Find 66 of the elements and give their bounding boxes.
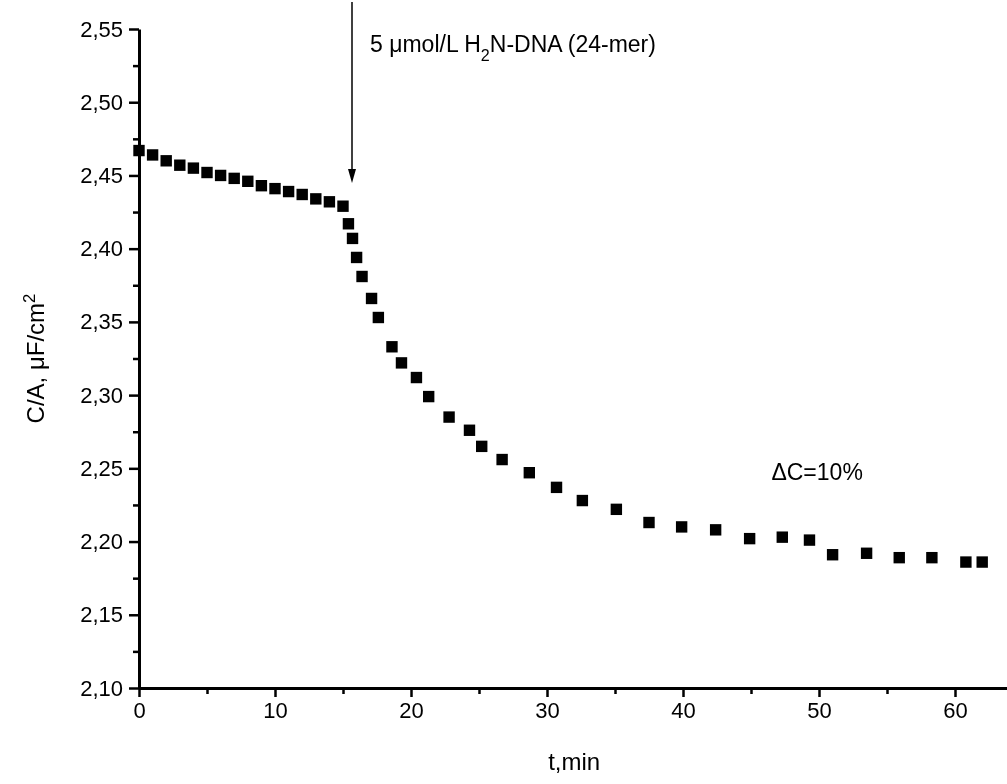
annotation: 5 μmol/L H$_{2}$N-DNA (24-mer) [370, 31, 656, 64]
y-tick-label: 2,55 [80, 16, 123, 42]
point [296, 188, 308, 201]
y-tick-label: 2,45 [80, 162, 123, 188]
point [576, 494, 589, 507]
point [310, 193, 322, 205]
y-tick-label: 2,35 [80, 309, 123, 335]
point [214, 169, 227, 182]
point [350, 251, 363, 264]
y-tick-label: 2,10 [80, 675, 123, 701]
point [826, 549, 839, 561]
point [174, 159, 186, 171]
point [476, 440, 488, 453]
y-tick-label: 2,25 [80, 455, 123, 481]
point [282, 185, 295, 198]
point [523, 467, 536, 479]
point [365, 292, 378, 305]
y-tick-label: 2,30 [80, 382, 123, 408]
x-tick-label: 60 [943, 697, 968, 723]
y-tick-label: 2,20 [80, 529, 123, 555]
point [323, 196, 336, 208]
point [960, 556, 972, 568]
annotation: ΔC=10% [771, 459, 863, 485]
y-tick-label: 2,40 [80, 236, 123, 262]
point [242, 175, 254, 187]
point [160, 155, 172, 167]
point [610, 503, 623, 516]
point [803, 534, 816, 546]
x-tick-label: 30 [535, 697, 560, 723]
point [146, 149, 159, 161]
y-tick-label: 2,15 [80, 602, 123, 628]
x-tick-label: 10 [263, 697, 288, 723]
point [372, 311, 385, 324]
point [133, 144, 145, 157]
point [422, 390, 435, 403]
y-tick-label: 2,50 [80, 89, 123, 115]
point [443, 411, 455, 423]
point [893, 551, 905, 564]
x-tick-label: 40 [671, 697, 696, 723]
point [269, 182, 281, 195]
point [743, 532, 756, 545]
point [550, 481, 563, 494]
point [643, 516, 655, 529]
point [386, 341, 398, 353]
point [342, 218, 355, 230]
point [356, 270, 368, 283]
point [228, 172, 240, 185]
point [776, 531, 788, 543]
point [463, 424, 476, 436]
point [337, 200, 349, 212]
point [255, 179, 268, 192]
point [860, 547, 873, 559]
point [395, 357, 408, 369]
x-tick-label: 50 [807, 697, 832, 723]
x-tick-label: 20 [399, 697, 424, 723]
point [496, 453, 508, 466]
point [976, 556, 988, 568]
point [709, 524, 722, 536]
point [410, 371, 423, 384]
point [346, 232, 359, 245]
point [926, 551, 938, 564]
x-tick-label: 0 [133, 697, 146, 723]
point [675, 521, 688, 533]
x-axis-title: t,min [548, 748, 601, 775]
point [201, 166, 213, 179]
point [187, 162, 200, 174]
